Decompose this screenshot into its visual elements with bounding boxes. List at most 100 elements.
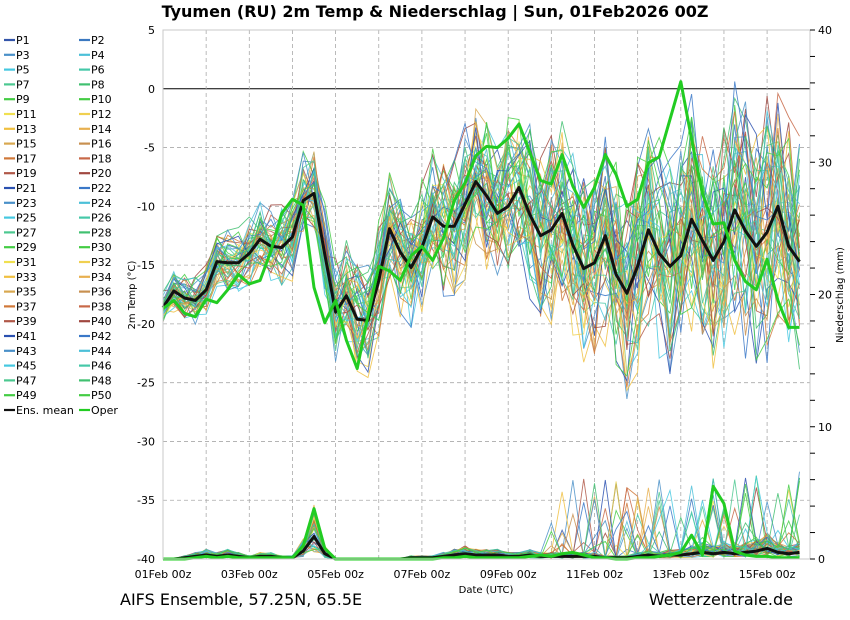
legend-item-p11: P11: [4, 108, 37, 121]
series-line-ens-mean: [161, 180, 801, 322]
x-tick-label: 07Feb 00z: [394, 568, 451, 581]
legend-item-p34: P34: [79, 271, 112, 284]
legend-item-p42: P42: [79, 330, 112, 343]
legend-item-p22: P22: [79, 182, 112, 195]
legend-label: P34: [91, 271, 112, 284]
legend-label: P39: [16, 315, 37, 328]
x-tick-label: 13Feb 00z: [652, 568, 709, 581]
legend-label: P1: [16, 34, 30, 47]
legend-item-p8: P8: [79, 78, 105, 91]
y2-tick-label: 30: [818, 156, 832, 169]
legend-label: P27: [16, 226, 37, 239]
member-line-p46: [162, 143, 800, 350]
chart-title: Tyumen (RU) 2m Temp & Niederschlag | Sun…: [162, 2, 709, 22]
legend-item-p32: P32: [79, 256, 112, 269]
legend-item-oper: Oper: [79, 404, 118, 417]
legend-label: P7: [16, 78, 30, 91]
legend-item-p24: P24: [79, 197, 112, 210]
legend-item-p50: P50: [79, 389, 112, 402]
y-tick-label: 0: [148, 83, 155, 96]
y2-axis-label: Niederschlag (mm): [835, 247, 846, 343]
legend-item-p28: P28: [79, 226, 112, 239]
legend-label: P11: [16, 108, 37, 121]
legend-label: P32: [91, 256, 112, 269]
legend-item-p15: P15: [4, 138, 37, 151]
legend-item-p17: P17: [4, 152, 37, 165]
legend-label: P5: [16, 64, 30, 77]
legend-label: P15: [16, 138, 37, 151]
legend-label: P26: [91, 212, 112, 225]
legend-item-p39: P39: [4, 315, 37, 328]
legend-label: P45: [16, 360, 37, 373]
legend-label: P44: [91, 345, 112, 358]
legend-item-p30: P30: [79, 241, 112, 254]
x-tick-label: 01Feb 00z: [135, 568, 192, 581]
legend-label: P8: [91, 78, 105, 91]
legend-item-p38: P38: [79, 300, 112, 313]
legend-item-p44: P44: [79, 345, 112, 358]
x-tick-label: 09Feb 00z: [480, 568, 537, 581]
legend-label: P47: [16, 374, 37, 387]
legend-label: P30: [91, 241, 112, 254]
legend-label: P46: [91, 360, 112, 373]
member-line-p50: [162, 129, 800, 305]
legend-item-p25: P25: [4, 212, 37, 225]
legend-label: P18: [91, 152, 112, 165]
y-tick-label: 5: [148, 24, 155, 37]
y2-tick-label: 20: [818, 289, 832, 302]
legend-item-p48: P48: [79, 374, 112, 387]
legend-item-p46: P46: [79, 360, 112, 373]
legend-item-p49: P49: [4, 389, 37, 402]
legend-item-p33: P33: [4, 271, 37, 284]
legend-label: P41: [16, 330, 37, 343]
legend-item-p14: P14: [79, 123, 112, 136]
legend-label: P20: [91, 167, 112, 180]
legend-item-p47: P47: [4, 374, 37, 387]
legend-item-p43: P43: [4, 345, 37, 358]
legend-label: P12: [91, 108, 112, 121]
legend-item-p40: P40: [79, 315, 112, 328]
legend-item-p27: P27: [4, 226, 37, 239]
y-tick-label: -25: [137, 377, 155, 390]
y-axis-label: 2m Temp (°C): [127, 260, 138, 329]
legend-item-p18: P18: [79, 152, 112, 165]
legend-item-ens-mean: Ens. mean: [4, 404, 74, 417]
legend-item-p3: P3: [4, 49, 30, 62]
legend-item-p21: P21: [4, 182, 37, 195]
legend-item-p41: P41: [4, 330, 37, 343]
x-tick-label: 03Feb 00z: [221, 568, 278, 581]
legend-item-p26: P26: [79, 212, 112, 225]
series-line-oper: [162, 80, 800, 371]
legend-label: P19: [16, 167, 37, 180]
legend-label: P36: [91, 286, 112, 299]
legend-item-p29: P29: [4, 241, 37, 254]
member-line-p42: [162, 81, 800, 327]
member-line-p49: [162, 158, 800, 377]
legend-item-p16: P16: [79, 138, 112, 151]
legend-label: Oper: [91, 404, 118, 417]
y-tick-label: -10: [137, 200, 155, 213]
legend-label: P40: [91, 315, 112, 328]
legend-item-p31: P31: [4, 256, 37, 269]
legend-label: P14: [91, 123, 112, 136]
y-tick-label: -30: [137, 435, 155, 448]
y2-tick-label: 40: [818, 24, 832, 37]
legend-item-p7: P7: [4, 78, 30, 91]
x-axis-label: Date (UTC): [459, 585, 514, 596]
legend-label: P23: [16, 197, 37, 210]
footer-model-location: AIFS Ensemble, 57.25N, 65.5E: [120, 590, 362, 609]
y2-tick-label: 10: [818, 421, 832, 434]
legend-label: P24: [91, 197, 112, 210]
legend-item-p35: P35: [4, 286, 37, 299]
legend-label: P6: [91, 64, 105, 77]
legend-label: P25: [16, 212, 37, 225]
legend-label: P29: [16, 241, 37, 254]
legend-label: P28: [91, 226, 112, 239]
legend-item-p6: P6: [79, 64, 105, 77]
y-axis-right: 40 30 20 10 0: [810, 24, 832, 566]
y-axis-left: 5 0 -5 -10 -15 -20 -25 -30 -35 -40: [137, 24, 155, 566]
legend-item-p23: P23: [4, 197, 37, 210]
legend-label: P22: [91, 182, 112, 195]
x-axis: 01Feb 00z 03Feb 00z 05Feb 00z 07Feb 00z 09Fe…: [135, 568, 796, 581]
